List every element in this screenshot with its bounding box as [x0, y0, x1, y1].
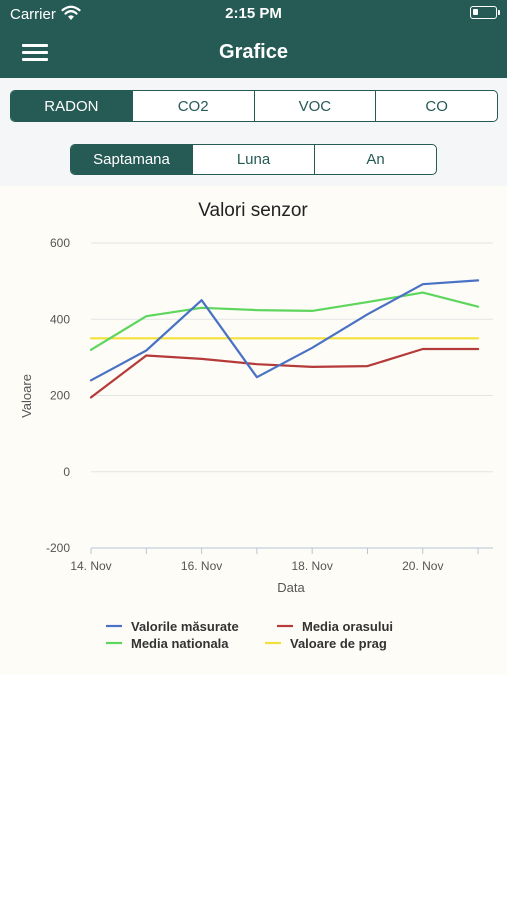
tab-co[interactable]: CO [375, 91, 497, 121]
series-line-3 [89, 291, 480, 351]
filter-area: RADON CO2 VOC CO Saptamana Luna An [0, 78, 507, 186]
x-tick-label: 18. Nov [292, 559, 333, 573]
tab-voc[interactable]: VOC [253, 91, 376, 121]
line-chart: Valori senzor Valoare Data 600 400 200 0 -20… [19, 200, 493, 651]
y-tick-label: 400 [50, 312, 70, 326]
chart-title: Valori senzor [198, 200, 308, 221]
battery-tip [498, 10, 500, 15]
battery-icon [470, 6, 497, 19]
nav-bar: Grafice [0, 28, 507, 78]
status-bar: Carrier 2:15 PM [0, 0, 507, 28]
x-tick-label: 14. Nov [70, 559, 111, 573]
tab-saptamana[interactable]: Saptamana [71, 145, 192, 174]
tab-luna[interactable]: Luna [192, 145, 314, 174]
tab-radon[interactable]: RADON [11, 91, 132, 121]
legend-label: Valorile măsurate [131, 619, 239, 634]
period-segmented-control: Saptamana Luna An [70, 144, 437, 175]
sensor-segmented-control: RADON CO2 VOC CO [10, 90, 498, 122]
x-axis-label: Data [277, 580, 305, 595]
y-tick-label: 600 [50, 236, 70, 250]
series-line-1 [89, 279, 480, 382]
tab-an[interactable]: An [314, 145, 436, 174]
legend-label: Media nationala [131, 636, 229, 651]
y-tick-label: 0 [63, 465, 70, 479]
x-tick-label: 20. Nov [402, 559, 443, 573]
series-line-2 [89, 347, 480, 399]
tab-co2[interactable]: CO2 [131, 91, 254, 121]
chart-panel: Valori senzor Valoare Data 600 400 200 0 -20… [0, 186, 507, 674]
hamburger-menu-icon[interactable] [18, 40, 52, 66]
wifi-icon [61, 5, 81, 20]
carrier-label: Carrier [10, 6, 56, 23]
legend-label: Media orasului [302, 619, 393, 634]
status-time: 2:15 PM [225, 5, 282, 22]
x-tick-label: 16. Nov [181, 559, 222, 573]
y-tick-label: 200 [50, 389, 70, 403]
page-title: Grafice [219, 41, 288, 63]
y-tick-label: -200 [46, 541, 70, 555]
y-axis-label: Valoare [19, 374, 34, 418]
legend-label: Valoare de prag [290, 636, 387, 651]
